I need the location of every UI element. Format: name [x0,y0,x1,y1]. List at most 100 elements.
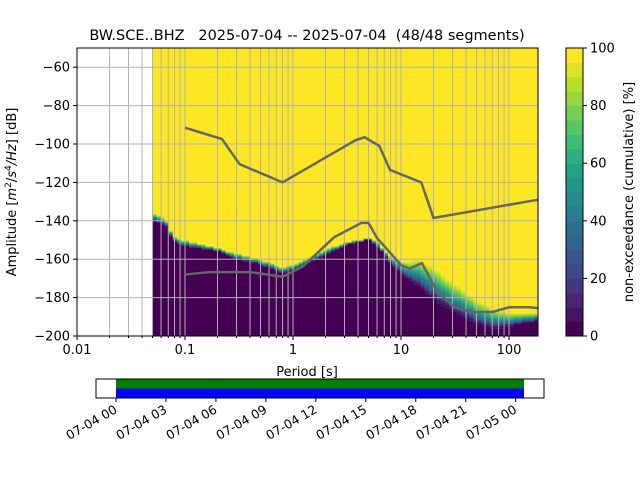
psd-cell-high [505,48,511,313]
x-tick-label: 10 [393,343,410,358]
psd-cell-high [383,48,389,252]
psd-cell-transition [513,312,519,325]
psd-cell-low [432,299,438,336]
psd-cell-transition [408,261,413,281]
colorbar-segment [566,134,583,150]
colorbar-segment [566,192,583,207]
psd-cell-low [424,293,430,336]
psd-cell-high [314,48,320,254]
psd-cell-transition [343,241,349,246]
psd-cell-low [497,328,503,336]
psd-cell-high [152,48,158,214]
x-tick-label: 100 [497,343,522,358]
time-tick-label: 07-04 15 [313,402,369,443]
psd-cell-transition [314,253,320,260]
psd-cell-high [436,48,442,271]
psd-cell-transition [254,257,259,264]
line-nlnm [184,221,538,314]
time-tick-label: 07-04 06 [163,402,219,443]
psd-cell-low [254,263,259,336]
psd-cell-transition [237,253,243,260]
time-tick-label: 07-04 09 [213,402,269,443]
psd-cell-high [201,48,206,244]
psd-cell-high [278,48,284,267]
psd-cell-low [184,245,190,336]
psd-cell-low [452,312,458,336]
chart-title: BW.SCE..BHZ 2025-07-04 -- 2025-07-04 (48… [89,28,524,44]
psd-cell-transition [184,240,190,246]
grid [77,48,538,336]
psd-cell-high [428,48,434,265]
psd-cell-transition [436,270,442,304]
psd-cell-transition [367,238,373,240]
psd-cell-transition [400,261,405,275]
psd-cell-high [286,48,292,265]
psd-cell-low [485,326,491,336]
psd-cell-transition [379,247,385,252]
colorbar-segment [566,62,583,78]
psd-cell-low [522,322,527,336]
psd-cell-high [193,48,198,242]
psd-cell-transition [168,230,174,237]
psd-cell-high [156,48,162,216]
psd-cell-transition [424,263,430,294]
psd-cell-low [481,326,487,336]
psd-cell-transition [335,245,340,250]
psd-cell-low [266,266,271,336]
psd-cell-low [160,224,166,336]
x-tick-label: 1 [289,343,297,358]
colorbar-segment [566,278,583,294]
psd-cell-low [180,245,186,336]
y-tick-label: −200 [34,330,70,345]
psd-cell-low [416,286,422,336]
psd-cell-low [270,268,275,336]
psd-cell-transition [404,261,409,279]
psd-cell-transition [432,268,438,300]
psd-cell-high [270,48,275,264]
psd-cell-high [172,48,178,237]
psd-cell-low [513,324,519,336]
psd-cell-high [485,48,491,306]
psd-cell-low [530,322,535,336]
psd-cell-transition [452,284,458,313]
psd-cell-high [298,48,304,262]
psd-cell-low [205,249,210,336]
psd-cell-high [339,48,344,244]
psd-cell-low [278,272,284,336]
psd-cell-high [245,48,251,256]
psd-cell-high [477,48,483,302]
psd-cell-low [229,257,235,336]
psd-cell-high [404,48,409,262]
psd-cell-low [448,311,454,336]
psd-cell-high [327,48,332,248]
psd-cell-high [448,48,454,281]
psd-cell-low [420,289,426,336]
psd-cell-transition [448,280,454,312]
psd-cell-low [526,322,531,336]
psd-cell-transition [262,261,267,267]
psd-cell-low [201,249,206,336]
psd-cell-high [197,48,202,244]
psd-cell-transition [172,236,178,242]
psd-cell-low [477,324,483,336]
psd-cell-high [379,48,385,248]
psd-cell-transition [457,286,462,315]
psd-cell-low [245,261,251,336]
psd-cell-low [213,251,219,336]
psd-cell-high [509,48,515,313]
psd-cell-transition [152,213,158,221]
psd-cell-low [457,314,462,336]
psd-cell-high [310,48,316,256]
psd-cell-low [379,251,385,336]
psd-cell-low [282,272,288,336]
psd-cell-low [404,278,409,336]
psd-cell-low [392,266,397,336]
psd-cell-low [298,266,304,336]
colorbar-segment [566,91,583,107]
psd-cell-low [505,326,511,336]
psd-cell-high [444,48,450,279]
psd-cell-high [517,48,523,313]
psd-cell-low [367,240,373,336]
psd-cell-high [420,48,426,262]
segment-coverage-bar [115,388,525,398]
